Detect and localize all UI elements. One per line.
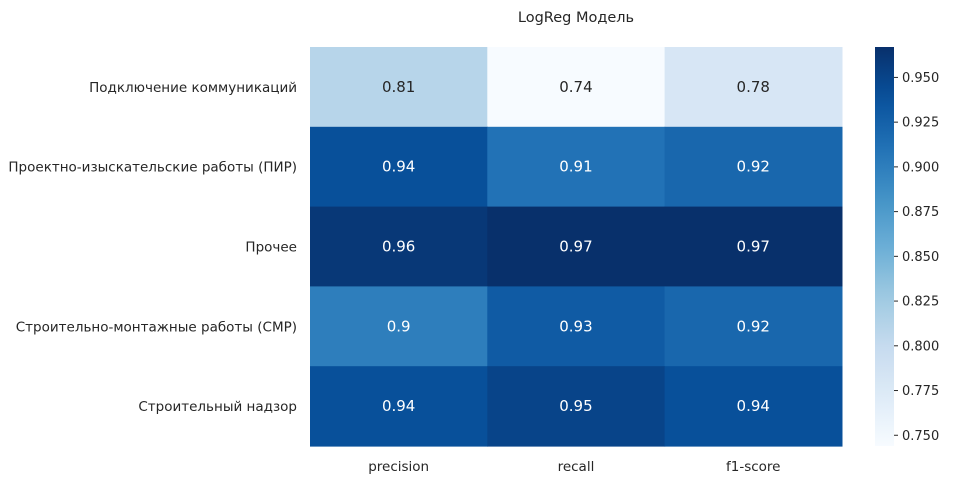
row-label: Подключение коммуникаций: [89, 80, 297, 96]
row-label: Прочее: [245, 240, 297, 256]
column-label: f1-score: [726, 459, 781, 475]
cell-value-label: 0.96: [382, 238, 415, 256]
colorbar-tick-label: 0.775: [902, 384, 939, 399]
colorbar-tick-label: 0.900: [902, 160, 939, 175]
colorbar-gradient: [875, 47, 894, 446]
cell-value-label: 0.94: [382, 158, 415, 176]
colorbar: 0.750 0.775 0.800 0.825 0.850 0.875 0.900 0.925…: [875, 47, 939, 446]
cell-value-label: 0.92: [737, 158, 770, 176]
cell-value-label: 0.97: [737, 238, 770, 256]
column-labels: precision recall f1-score: [368, 459, 780, 475]
cell-value-label: 0.74: [559, 78, 592, 96]
colorbar-tick-label: 0.850: [902, 250, 939, 265]
column-label: recall: [558, 459, 595, 475]
cell-value-label: 0.93: [559, 317, 592, 335]
cell-value-label: 0.95: [559, 397, 592, 415]
column-label: precision: [368, 459, 429, 475]
cell-value-label: 0.91: [559, 158, 592, 176]
row-label: Строительный надзор: [138, 399, 297, 415]
cell-value-label: 0.9: [387, 317, 411, 335]
heatmap-cells: 0.81 0.74 0.78 0.94 0.91 0.92 0.96 0.97 0.97 0.9 0…: [310, 47, 843, 447]
row-label: Проектно-изыскательские работы (ПИР): [8, 160, 297, 176]
chart-title: LogReg Модель: [518, 10, 634, 26]
cell-value-label: 0.97: [559, 238, 592, 256]
row-label: Строительно-монтажные работы (СМР): [16, 319, 297, 335]
colorbar-tick-label: 0.800: [902, 339, 939, 354]
cell-value-label: 0.94: [382, 397, 415, 415]
cell-value-label: 0.78: [737, 78, 770, 96]
colorbar-tick-label: 0.825: [902, 295, 939, 310]
colorbar-tick-label: 0.925: [902, 116, 939, 131]
colorbar-tick-label: 0.875: [902, 205, 939, 220]
colorbar-tick-label: 0.750: [902, 429, 939, 444]
cell-value-label: 0.94: [737, 397, 770, 415]
colorbar-tick-label: 0.950: [902, 71, 939, 86]
cell-value-label: 0.81: [382, 78, 415, 96]
cell-value-label: 0.92: [737, 317, 770, 335]
row-labels: Подключение коммуникаций Проектно-изыскат…: [8, 80, 297, 415]
